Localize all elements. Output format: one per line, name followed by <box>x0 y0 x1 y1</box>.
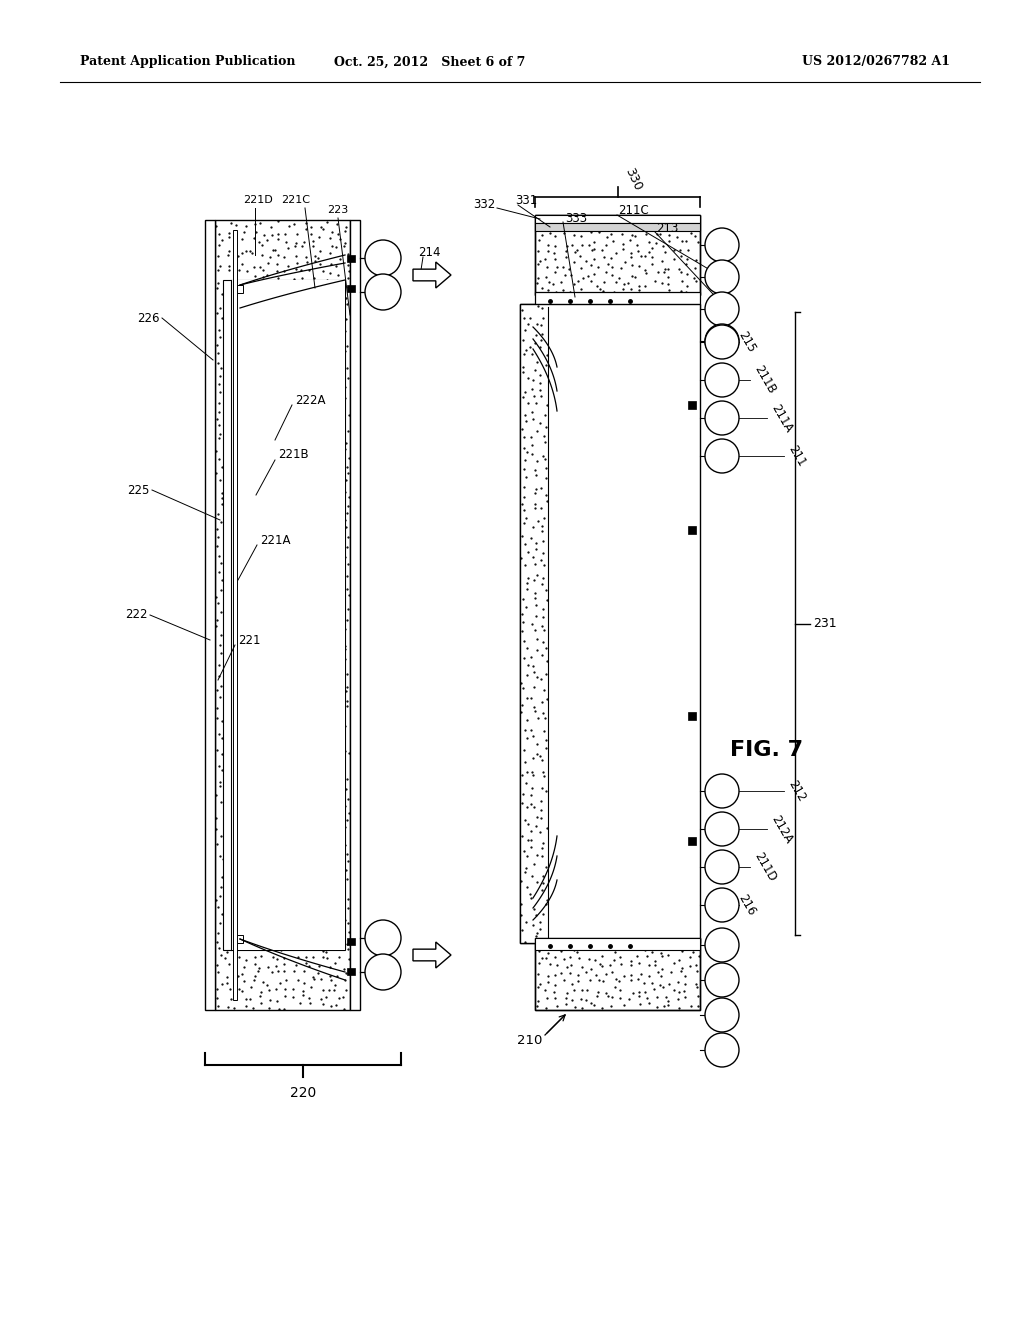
Bar <box>347 285 355 292</box>
Text: FIG. 7: FIG. 7 <box>730 741 803 760</box>
Bar <box>205 220 215 1010</box>
Circle shape <box>365 954 401 990</box>
Polygon shape <box>413 942 451 968</box>
Circle shape <box>705 292 739 326</box>
Text: 211D: 211D <box>752 850 779 884</box>
Circle shape <box>705 812 739 846</box>
Circle shape <box>705 401 739 436</box>
Circle shape <box>705 850 739 884</box>
Bar <box>347 255 355 261</box>
Circle shape <box>705 363 739 397</box>
Bar <box>237 935 243 942</box>
Text: 331: 331 <box>515 194 538 206</box>
Bar <box>535 939 700 950</box>
Text: 333: 333 <box>565 211 587 224</box>
Bar <box>535 939 700 1010</box>
Text: 222A: 222A <box>295 393 326 407</box>
Bar <box>688 401 696 409</box>
Circle shape <box>705 260 739 294</box>
Circle shape <box>705 1034 739 1067</box>
Circle shape <box>705 998 739 1032</box>
Text: 225: 225 <box>128 483 150 496</box>
Bar <box>347 968 355 975</box>
Bar <box>520 304 700 942</box>
Bar <box>688 525 696 535</box>
Bar <box>550 362 680 884</box>
Text: 212A: 212A <box>769 813 796 845</box>
Text: 226: 226 <box>137 312 160 325</box>
Text: 221B: 221B <box>278 449 308 462</box>
Text: 222: 222 <box>126 609 148 622</box>
Circle shape <box>705 325 739 359</box>
Circle shape <box>705 888 739 921</box>
Text: Oct. 25, 2012   Sheet 6 of 7: Oct. 25, 2012 Sheet 6 of 7 <box>334 55 525 69</box>
Text: 215: 215 <box>736 329 759 355</box>
Bar <box>350 220 360 1010</box>
Text: 221A: 221A <box>260 533 291 546</box>
Bar <box>520 304 548 942</box>
Text: 223: 223 <box>328 205 348 215</box>
Text: 210: 210 <box>517 1034 543 1047</box>
Text: 221C: 221C <box>282 195 310 205</box>
Text: 330: 330 <box>623 165 644 193</box>
Circle shape <box>365 275 401 310</box>
Circle shape <box>705 928 739 962</box>
Text: 211B: 211B <box>752 363 778 396</box>
Circle shape <box>705 440 739 473</box>
Bar <box>535 215 700 294</box>
Bar <box>535 215 700 294</box>
Bar <box>688 837 696 845</box>
Text: 216: 216 <box>736 892 759 917</box>
Bar <box>535 215 700 223</box>
Bar <box>548 308 685 940</box>
Text: 211C: 211C <box>618 203 649 216</box>
Bar <box>688 711 696 719</box>
Circle shape <box>365 920 401 956</box>
Bar <box>237 285 243 293</box>
Text: 221D: 221D <box>243 195 272 205</box>
Text: 211A: 211A <box>769 401 796 434</box>
Text: 221: 221 <box>238 634 260 647</box>
Text: 213: 213 <box>656 222 678 235</box>
Text: Patent Application Publication: Patent Application Publication <box>80 55 296 69</box>
Circle shape <box>705 774 739 808</box>
Text: 211: 211 <box>786 444 809 469</box>
Bar <box>535 292 700 310</box>
Circle shape <box>705 228 739 261</box>
Text: 220: 220 <box>290 1086 316 1100</box>
Text: 231: 231 <box>813 616 837 630</box>
Bar <box>535 223 700 231</box>
Text: 212: 212 <box>786 777 809 804</box>
Bar <box>231 280 345 950</box>
Circle shape <box>705 964 739 997</box>
Circle shape <box>705 323 739 358</box>
Bar <box>215 220 350 1010</box>
Text: 214: 214 <box>418 247 440 260</box>
Polygon shape <box>413 261 451 288</box>
Bar <box>223 280 345 950</box>
Bar <box>535 939 700 1010</box>
Circle shape <box>365 240 401 276</box>
Text: 332: 332 <box>473 198 495 211</box>
Text: US 2012/0267782 A1: US 2012/0267782 A1 <box>802 55 950 69</box>
Bar <box>347 939 355 945</box>
Bar <box>233 230 237 1001</box>
